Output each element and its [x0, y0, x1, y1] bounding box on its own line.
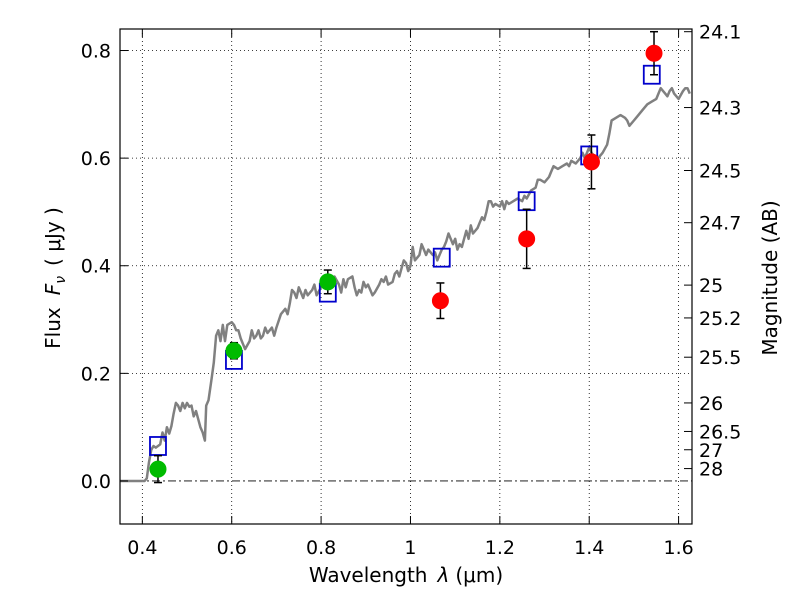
- right-tick-label: 24.1: [699, 22, 741, 44]
- y-axis-label: FluxFν( μJy ): [41, 207, 69, 349]
- x-axis-ticks: 0.4 0.6 0.8 1 1.2 1.4 1.6: [127, 29, 694, 559]
- error-bars: [153, 30, 659, 484]
- observed-photometry-series: [149, 44, 663, 478]
- model-spectrum-series: [120, 86, 691, 483]
- y-tick-label: 0.6: [81, 148, 111, 170]
- y-tick-label: 0.4: [81, 256, 111, 278]
- right-tick-label: 26: [699, 393, 723, 415]
- model-photometry-square: [432, 247, 451, 268]
- observed-point: [319, 273, 337, 291]
- y-tick-label: 0.8: [81, 41, 111, 63]
- observed-point: [518, 230, 536, 248]
- model-spectrum-line: [120, 86, 691, 483]
- x-tick-label: 1.4: [574, 537, 604, 559]
- observed-point: [149, 460, 167, 478]
- model-photometry-square: [642, 64, 661, 85]
- x-axis-label: Wavelength λ (μm): [309, 563, 503, 587]
- right-tick-label: 25.5: [699, 347, 741, 369]
- x-tick-label: 0.4: [127, 537, 157, 559]
- right-tick-label: 24.7: [699, 213, 741, 235]
- observed-point: [645, 44, 663, 62]
- x-tick-label: 1.6: [663, 537, 693, 559]
- x-tick-label: 1.2: [485, 537, 515, 559]
- y-tick-label: 0.2: [81, 363, 111, 385]
- right-tick-label: 24.3: [699, 98, 741, 120]
- right-tick-label: 26.5: [699, 421, 741, 443]
- x-tick-label: 0.8: [306, 537, 336, 559]
- observed-point: [431, 292, 449, 310]
- right-tick-label: 24.5: [699, 161, 741, 183]
- y-tick-label: 0.0: [81, 471, 111, 493]
- right-tick-label: 27: [699, 440, 723, 462]
- grid: [120, 29, 692, 524]
- observed-point: [225, 342, 243, 360]
- right-tick-label: 28: [699, 459, 723, 481]
- x-tick-label: 0.6: [217, 537, 247, 559]
- x-tick-label: 1: [404, 537, 416, 559]
- y-axis-ticks: 0.0 0.2 0.4 0.6 0.8: [81, 41, 128, 493]
- right-axis-label: Magnitude (AB): [758, 200, 782, 355]
- right-tick-label: 25: [699, 275, 723, 297]
- plot-frame: [119, 28, 693, 525]
- right-tick-label: 25.2: [699, 308, 741, 330]
- observed-point: [582, 153, 600, 171]
